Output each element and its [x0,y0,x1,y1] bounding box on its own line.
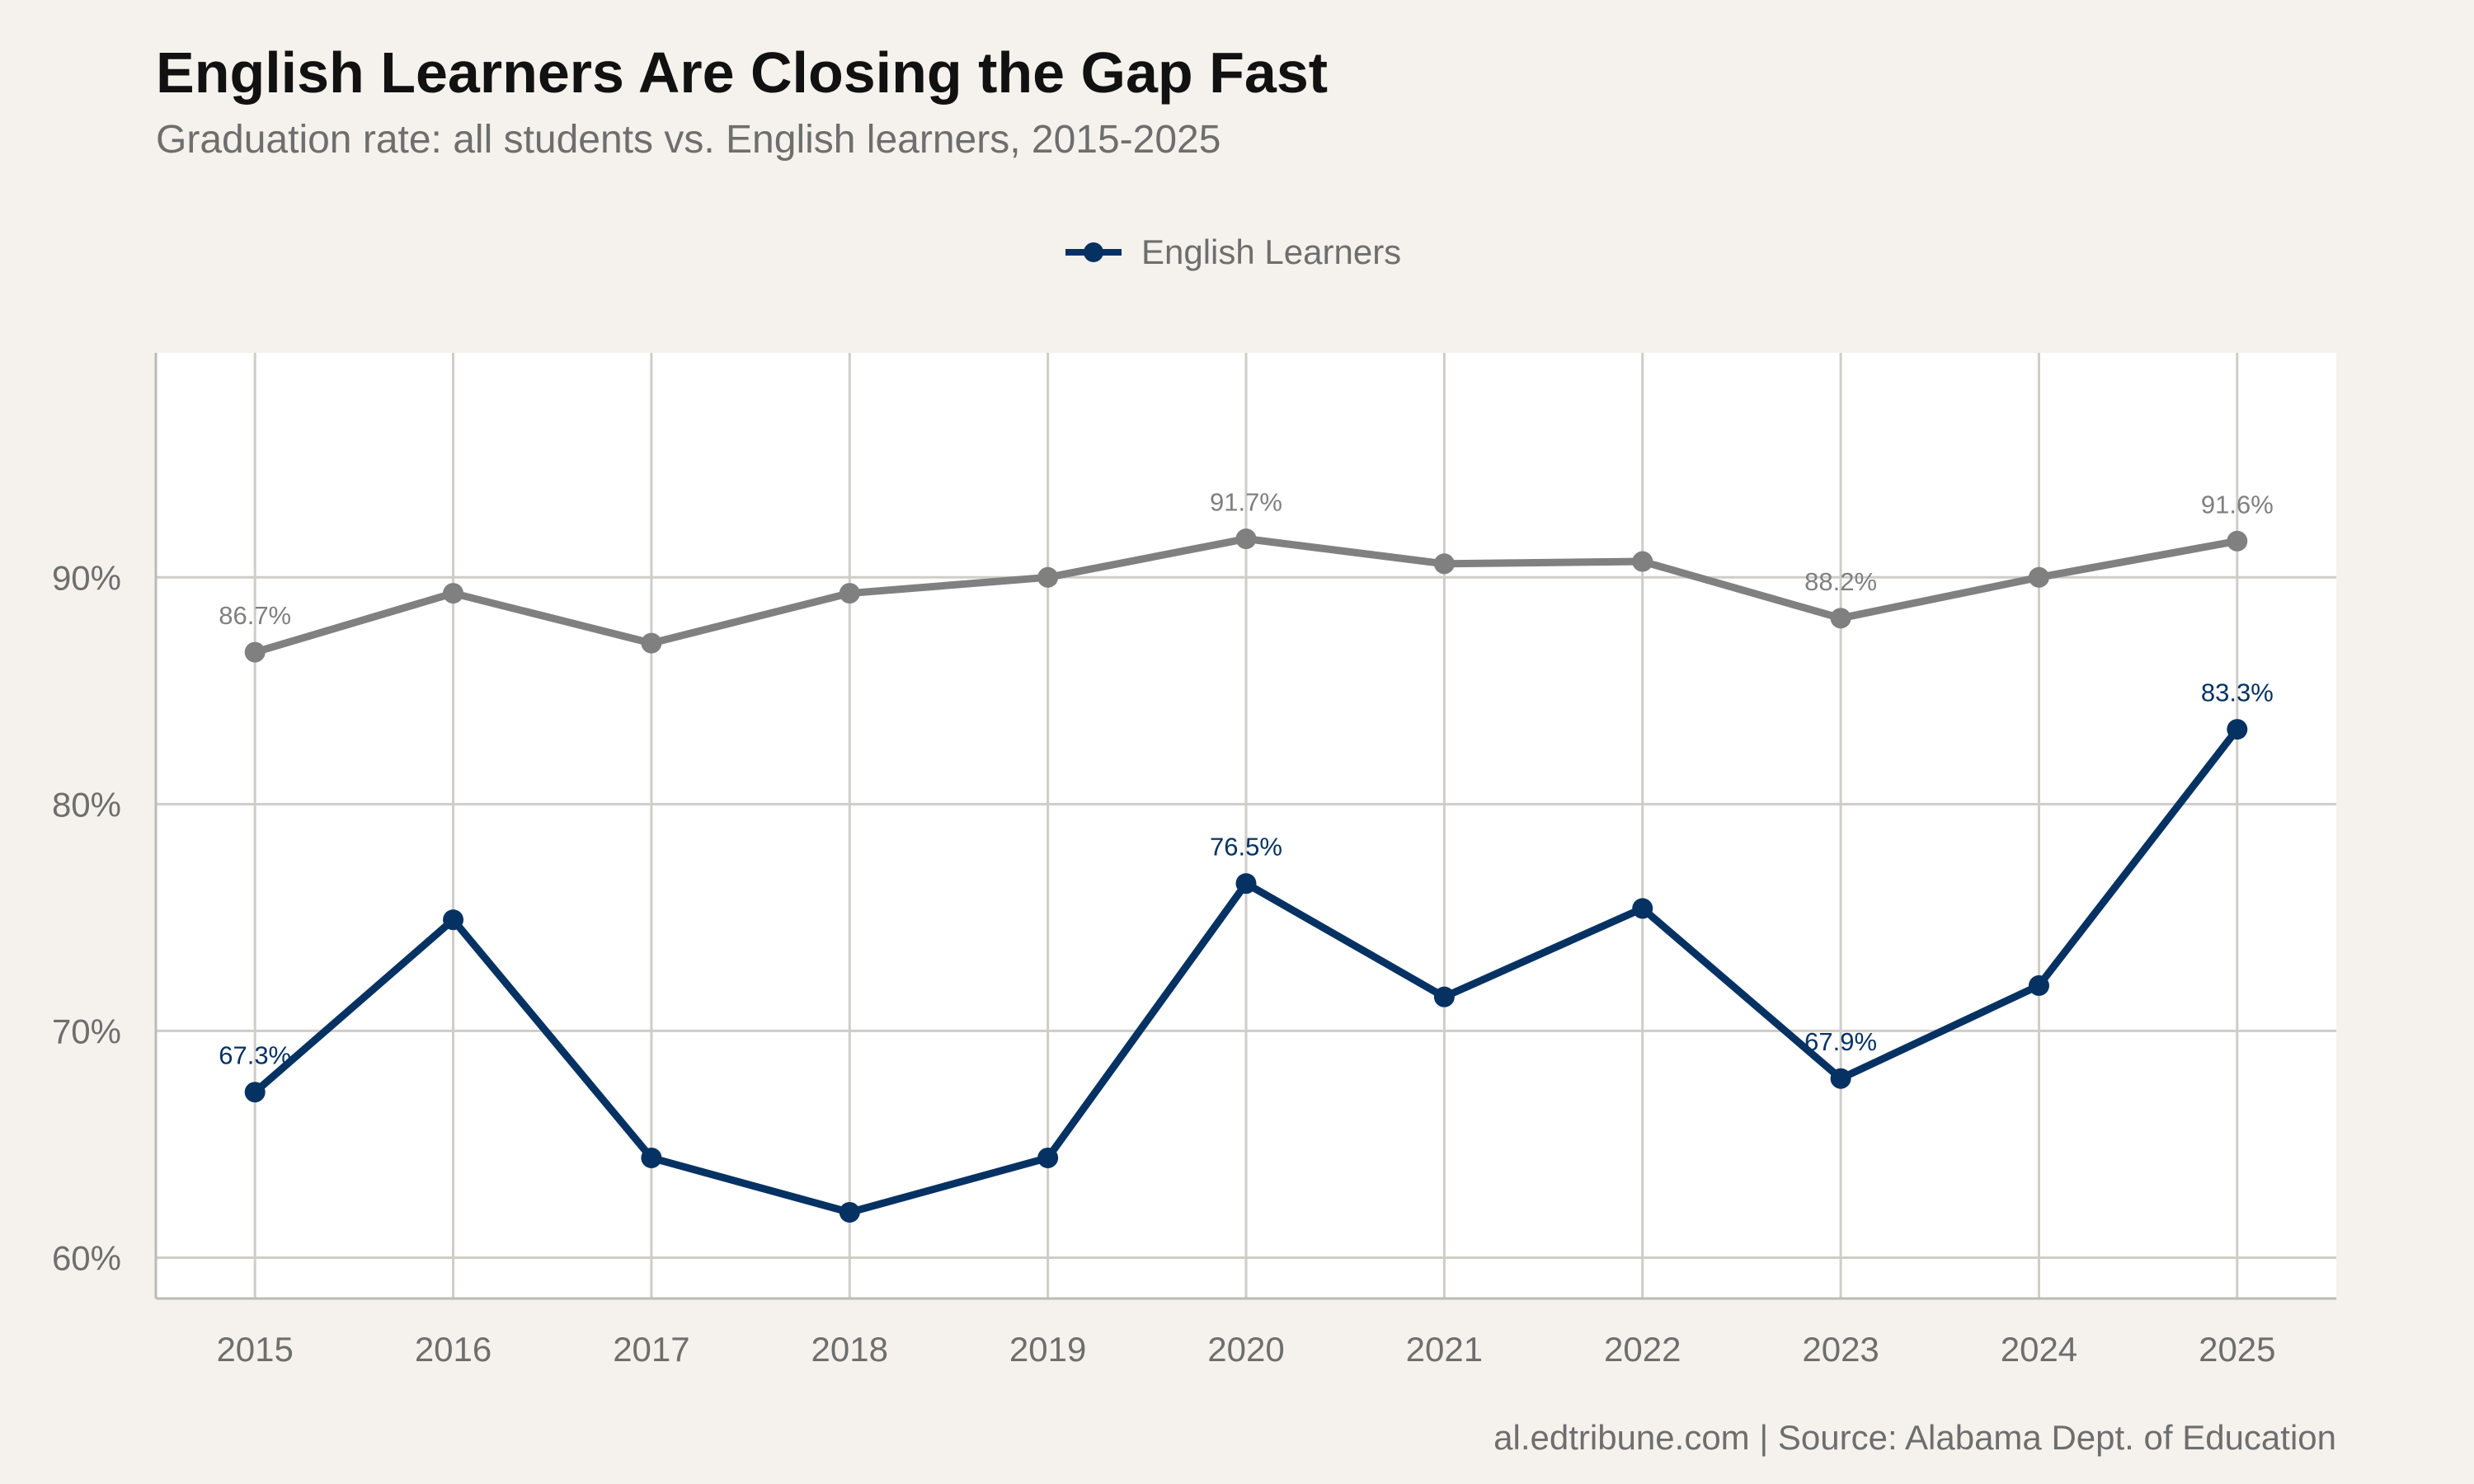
x-tick-label-2024: 2024 [2001,1330,2077,1369]
y-tick-label-90: 90% [52,558,121,597]
x-tick-label-2023: 2023 [1802,1330,1879,1369]
english-learners-point-2022 [1632,898,1653,919]
series-1-point-2015 [244,641,266,663]
series-1-point-2019 [1037,566,1059,588]
chart-title: English Learners Are Closing the Gap Fas… [156,40,1329,105]
english-learners-point-2019 [1037,1147,1059,1168]
series-1-point-2018 [839,583,860,604]
english-learners-point-2025 [2227,719,2248,740]
series-1-point-2022 [1632,551,1653,572]
series-1-point-2017 [641,632,662,654]
chart-caption: al.edtribune.com | Source: Alabama Dept.… [1493,1418,2336,1457]
series-1-data-label-2025: 91.6% [2201,490,2274,519]
legend-label-english-learners: English Learners [1141,232,1402,271]
y-tick-label-60: 60% [52,1238,121,1277]
series-1-point-2023 [1830,608,1851,629]
english-learners-data-label-2015: 67.3% [219,1041,291,1070]
x-tick-label-2022: 2022 [1604,1330,1681,1369]
series-1-point-2020 [1235,528,1257,550]
series-1-point-2021 [1433,553,1455,575]
y-tick-label-80: 80% [52,785,121,824]
x-tick-label-2025: 2025 [2199,1330,2275,1369]
x-tick-label-2019: 2019 [1009,1330,1086,1369]
english-learners-point-2017 [641,1147,662,1168]
x-tick-label-2016: 2016 [415,1330,492,1369]
chart-subtitle: Graduation rate: all students vs. Englis… [156,118,1221,162]
series-1-data-label-2020: 91.7% [1210,488,1282,517]
series-1-point-2016 [443,583,464,604]
english-learners-point-2023 [1830,1068,1851,1089]
grid-lines [156,353,2336,1298]
series-layer [244,528,2248,1223]
english-learners-point-2021 [1433,986,1455,1007]
x-tick-label-2018: 2018 [811,1330,888,1369]
english-learners-data-label-2023: 67.9% [1804,1027,1877,1056]
legend-key-english-learners [1065,242,1122,262]
x-tick-label-2017: 2017 [613,1330,689,1369]
english-learners-point-2018 [839,1201,860,1223]
english-learners-data-label-2020: 76.5% [1210,833,1282,862]
series-1-data-label-2023: 88.2% [1804,567,1877,596]
series-1-point-2024 [2028,566,2049,588]
english-learners-point-2016 [443,909,464,931]
english-learners-data-label-2025: 83.3% [2201,679,2274,707]
x-tick-label-2021: 2021 [1406,1330,1483,1369]
legend: English Learners [1064,229,1401,275]
english-learners-point-2020 [1235,873,1257,895]
series-1-point-2025 [2227,530,2248,552]
x-tick-label-2015: 2015 [216,1330,293,1369]
x-tick-label-2020: 2020 [1207,1330,1284,1369]
data-labels: 86.7% 91.7% 88.2% 91.6% 67.3% 76.5% 67.9% 83.3% [219,488,2274,1070]
english-learners-point-2015 [244,1082,266,1103]
series-1-data-label-2015: 86.7% [219,601,291,630]
axes: 2015 2016 2017 2018 2019 2020 2021 2022 2023 2024… [52,353,2336,1369]
english-learners-point-2024 [2028,974,2049,996]
y-tick-label-70: 70% [52,1012,121,1050]
